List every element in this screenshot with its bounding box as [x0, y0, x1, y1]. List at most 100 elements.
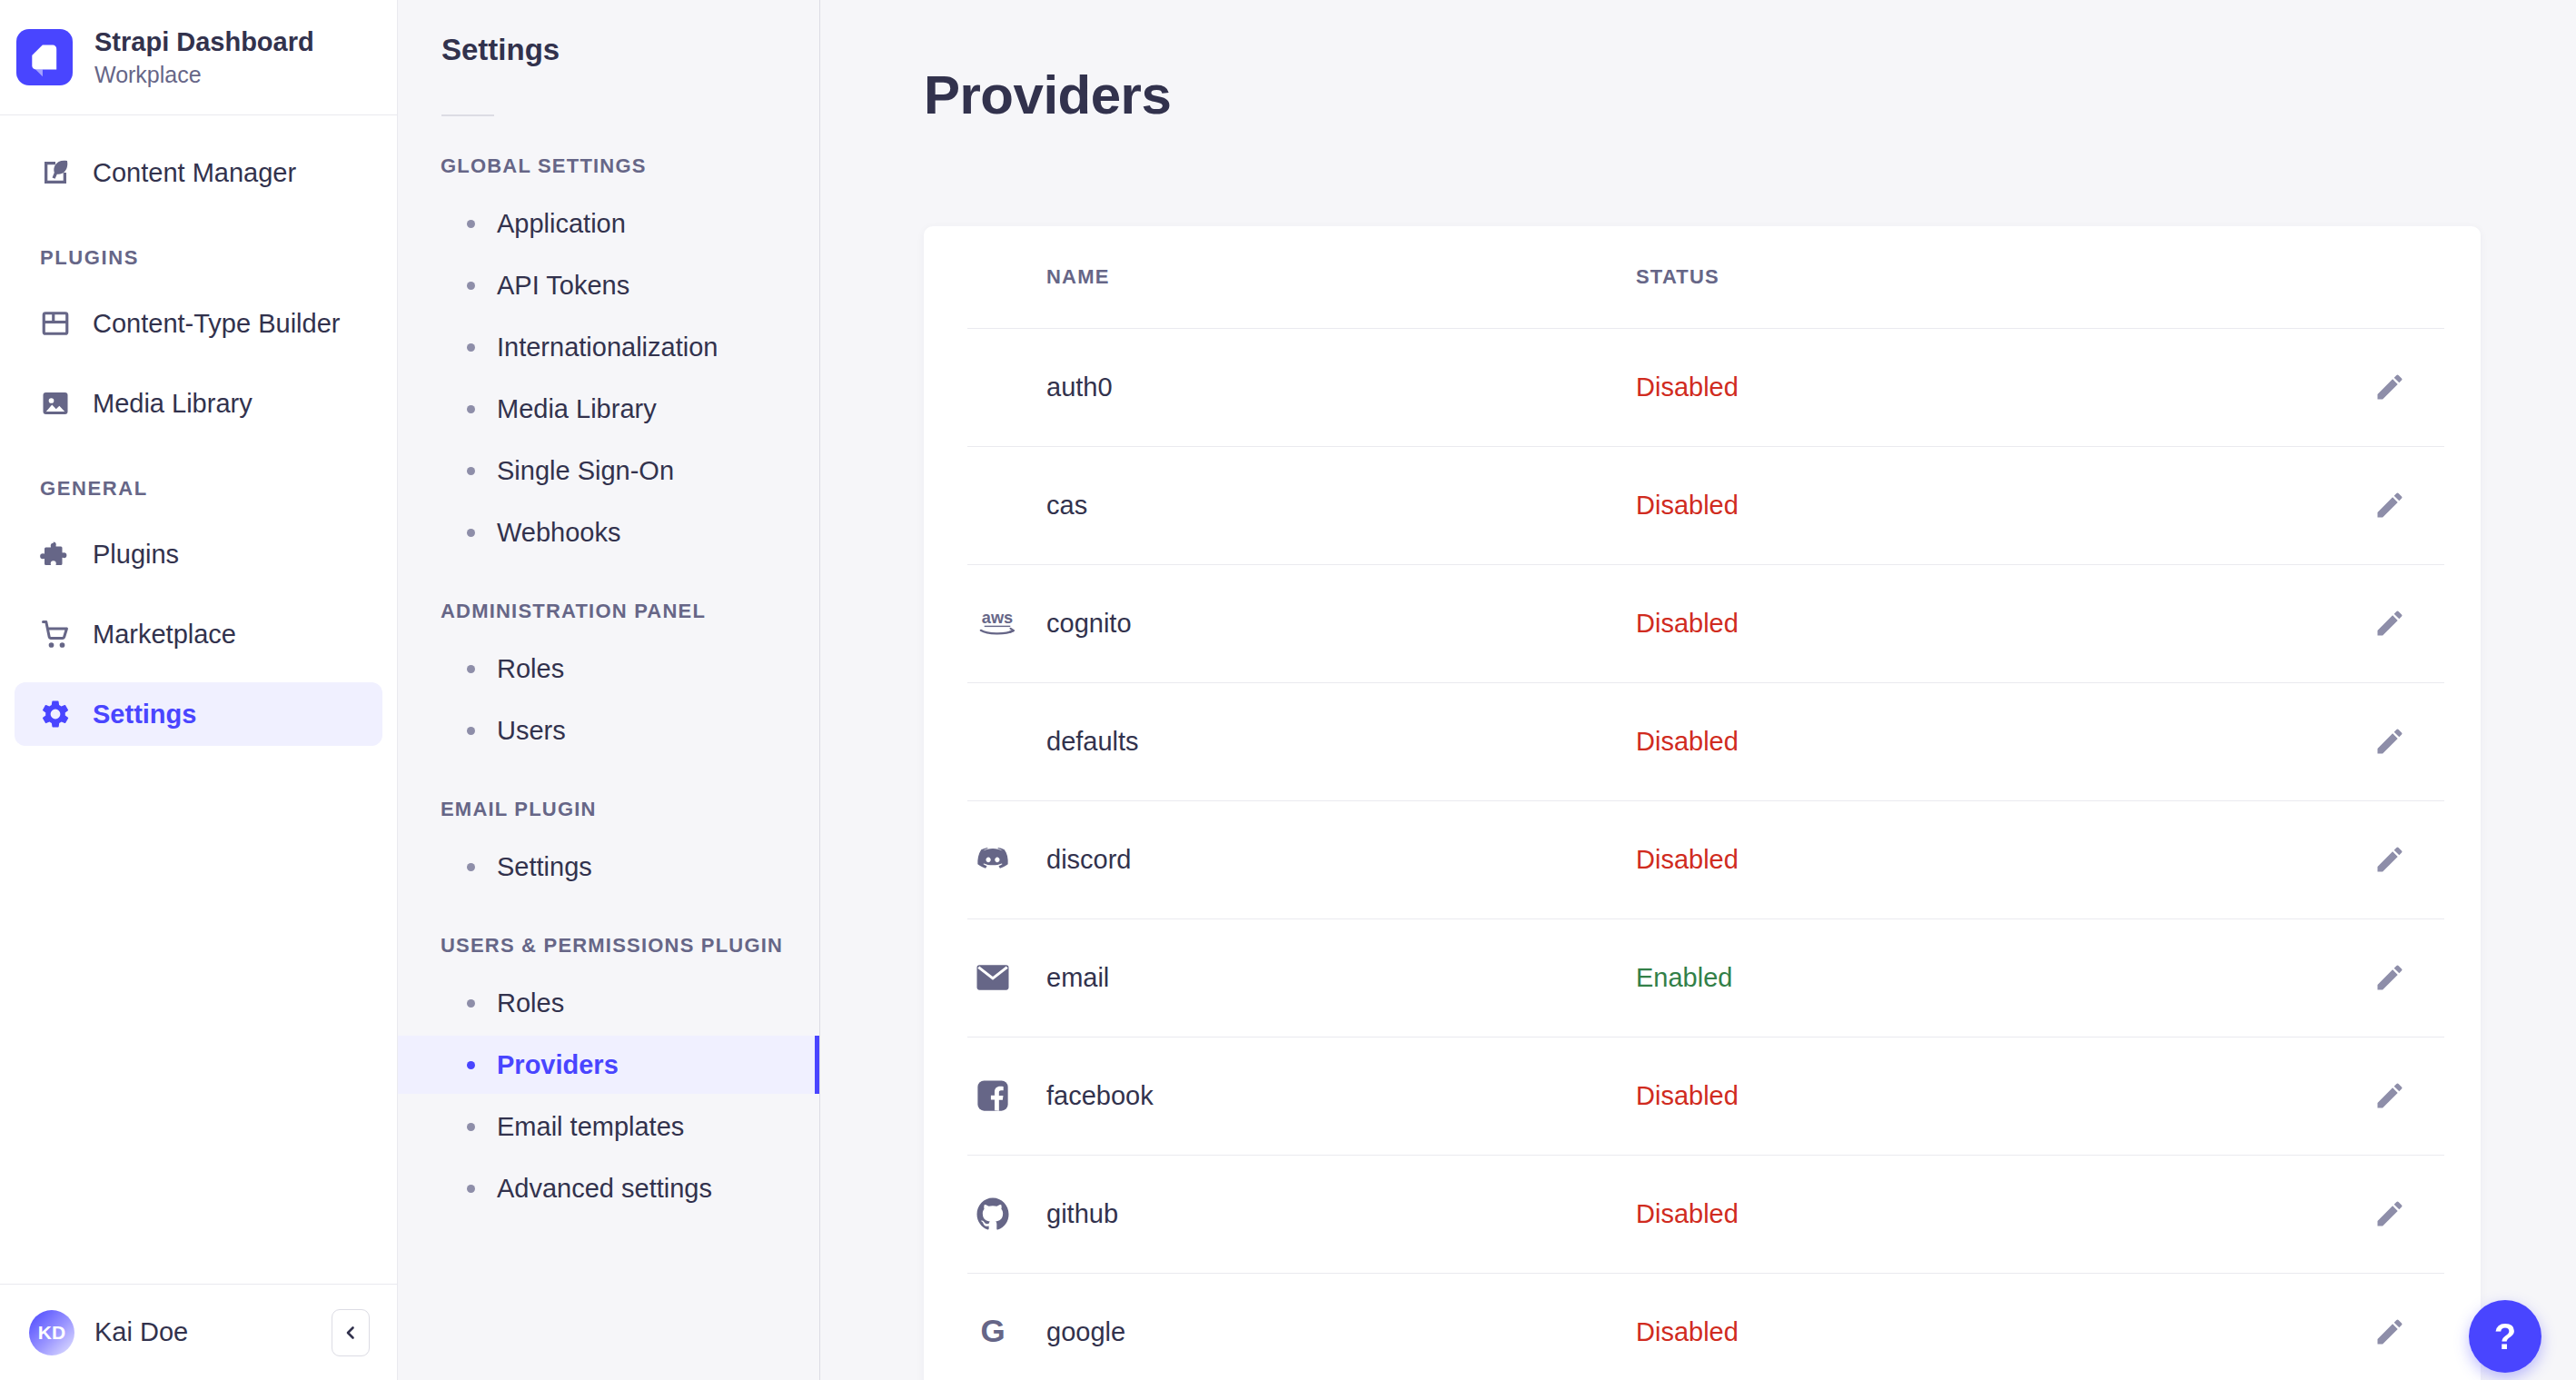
subnav-section: ADMINISTRATION PANELRolesUsers	[398, 600, 819, 759]
chevron-left-icon	[340, 1322, 362, 1344]
subnav-item-label: Email templates	[497, 1112, 684, 1142]
sidebar-section-label: GENERAL	[40, 477, 382, 501]
column-header-name: NAME	[1046, 265, 1636, 289]
pencil-icon	[2373, 489, 2406, 521]
provider-row-facebook: facebookDisabled	[924, 1037, 2481, 1155]
provider-name: facebook	[1046, 1081, 1636, 1111]
subnav-item-application[interactable]: Application	[398, 194, 819, 253]
subnav-item-roles[interactable]: Roles	[398, 640, 819, 698]
provider-row-email: emailEnabled	[924, 918, 2481, 1037]
edit-provider-button[interactable]	[2364, 834, 2415, 885]
provider-status: Disabled	[1636, 372, 2364, 402]
edit-provider-button[interactable]	[2364, 1070, 2415, 1121]
table-rows: auth0DisabledcasDisabledawscognitoDisabl…	[924, 328, 2481, 1380]
user-name[interactable]: Kai Doe	[94, 1317, 188, 1347]
subnav-section-label: GLOBAL SETTINGS	[441, 154, 819, 178]
subnav-item-label: API Tokens	[497, 271, 629, 301]
bullet-icon	[467, 220, 475, 228]
collapse-sidebar-button[interactable]	[332, 1309, 370, 1356]
subnav-item-email-templates[interactable]: Email templates	[398, 1097, 819, 1156]
sidebar-item-content-manager[interactable]: Content Manager	[15, 141, 382, 204]
provider-row-auth0: auth0Disabled	[924, 328, 2481, 446]
pencil-icon	[2373, 961, 2406, 994]
pencil-icon	[2373, 371, 2406, 403]
subnav-item-settings[interactable]: Settings	[398, 838, 819, 896]
workspace-name: Workplace	[94, 62, 314, 88]
bullet-icon	[467, 1185, 475, 1193]
subnav-section: EMAIL PLUGINSettings	[398, 798, 819, 896]
bullet-icon	[467, 727, 475, 735]
edit-cell	[2364, 598, 2481, 649]
provider-name: cas	[1046, 491, 1636, 521]
help-button[interactable]: ?	[2469, 1300, 2541, 1373]
bullet-icon	[467, 467, 475, 475]
gear-icon	[38, 697, 73, 731]
discord-icon	[974, 840, 1046, 879]
sidebar-footer: KD Kai Doe	[0, 1284, 397, 1380]
sidebar-item-content-type-builder[interactable]: Content-Type Builder	[15, 292, 382, 355]
main-content: Providers NAME STATUS auth0DisabledcasDi…	[820, 0, 2576, 1380]
provider-status: Disabled	[1636, 609, 2364, 639]
edit-cell	[2364, 834, 2481, 885]
brand-texts: Strapi Dashboard Workplace	[94, 27, 314, 88]
edit-provider-button[interactable]	[2364, 1188, 2415, 1239]
puzzle-icon	[38, 537, 73, 571]
edit-provider-button[interactable]	[2364, 716, 2415, 767]
provider-status: Disabled	[1636, 1199, 2364, 1229]
edit-provider-button[interactable]	[2364, 480, 2415, 531]
subnav-item-label: Application	[497, 209, 626, 239]
edit-cell	[2364, 1306, 2481, 1357]
subnav-item-roles[interactable]: Roles	[398, 974, 819, 1032]
cart-icon	[38, 617, 73, 651]
envelope-icon	[974, 958, 1046, 997]
subnav-item-users[interactable]: Users	[398, 701, 819, 759]
sidebar-item-plugins[interactable]: Plugins	[15, 522, 382, 586]
provider-status: Disabled	[1636, 727, 2364, 757]
subnav-item-label: Internationalization	[497, 333, 718, 362]
provider-row-discord: discordDisabled	[924, 800, 2481, 918]
avatar[interactable]: KD	[29, 1310, 74, 1355]
app-title: Strapi Dashboard	[94, 27, 314, 57]
provider-name: cognito	[1046, 609, 1636, 639]
sidebar-section: GENERAL Plugins Marketplace Settings	[15, 477, 382, 746]
main-sidebar: Strapi Dashboard Workplace Content Manag…	[0, 0, 398, 1380]
provider-status: Disabled	[1636, 491, 2364, 521]
sidebar-item-settings[interactable]: Settings	[15, 682, 382, 746]
edit-provider-button[interactable]	[2364, 362, 2415, 412]
provider-status: Disabled	[1636, 1317, 2364, 1347]
provider-name: discord	[1046, 845, 1636, 875]
sidebar-nav: Content ManagerPLUGINSContent-Type Build…	[0, 115, 397, 1284]
pencil-icon	[2373, 843, 2406, 876]
sidebar-section: PLUGINSContent-Type BuilderMedia Library	[15, 246, 382, 435]
subnav-item-media-library[interactable]: Media Library	[398, 380, 819, 438]
subnav-item-label: Settings	[497, 852, 592, 882]
provider-row-defaults: defaultsDisabled	[924, 682, 2481, 800]
edit-cell	[2364, 952, 2481, 1003]
subnav-divider	[441, 114, 494, 116]
edit-provider-button[interactable]	[2364, 1306, 2415, 1357]
bullet-icon	[467, 282, 475, 290]
subnav-item-internationalization[interactable]: Internationalization	[398, 318, 819, 376]
subnav-item-label: Webhooks	[497, 518, 621, 548]
image-icon	[38, 386, 73, 421]
brand-block[interactable]: Strapi Dashboard Workplace	[0, 0, 397, 115]
sidebar-item-marketplace[interactable]: Marketplace	[15, 602, 382, 666]
edit-cell	[2364, 716, 2481, 767]
subnav-sections: GLOBAL SETTINGS Application API Tokens Inte…	[398, 154, 819, 1217]
sidebar-item-label: Settings	[93, 700, 196, 730]
edit-provider-button[interactable]	[2364, 952, 2415, 1003]
subnav-item-api-tokens[interactable]: API Tokens	[398, 256, 819, 314]
google-icon: G	[974, 1313, 1046, 1351]
subnav-item-webhooks[interactable]: Webhooks	[398, 503, 819, 561]
sidebar-item-media-library[interactable]: Media Library	[15, 372, 382, 435]
sidebar-item-label: Plugins	[93, 540, 179, 570]
subnav-item-advanced-settings[interactable]: Advanced settings	[398, 1159, 819, 1217]
subnav-item-label: Providers	[497, 1050, 619, 1080]
provider-row-cognito: awscognitoDisabled	[924, 564, 2481, 682]
subnav-item-label: Users	[497, 716, 566, 746]
provider-row-github: githubDisabled	[924, 1155, 2481, 1273]
subnav-item-providers[interactable]: Providers	[398, 1036, 819, 1094]
pen-icon	[38, 155, 73, 190]
subnav-item-single-sign-on[interactable]: Single Sign-On	[398, 442, 819, 500]
edit-provider-button[interactable]	[2364, 598, 2415, 649]
